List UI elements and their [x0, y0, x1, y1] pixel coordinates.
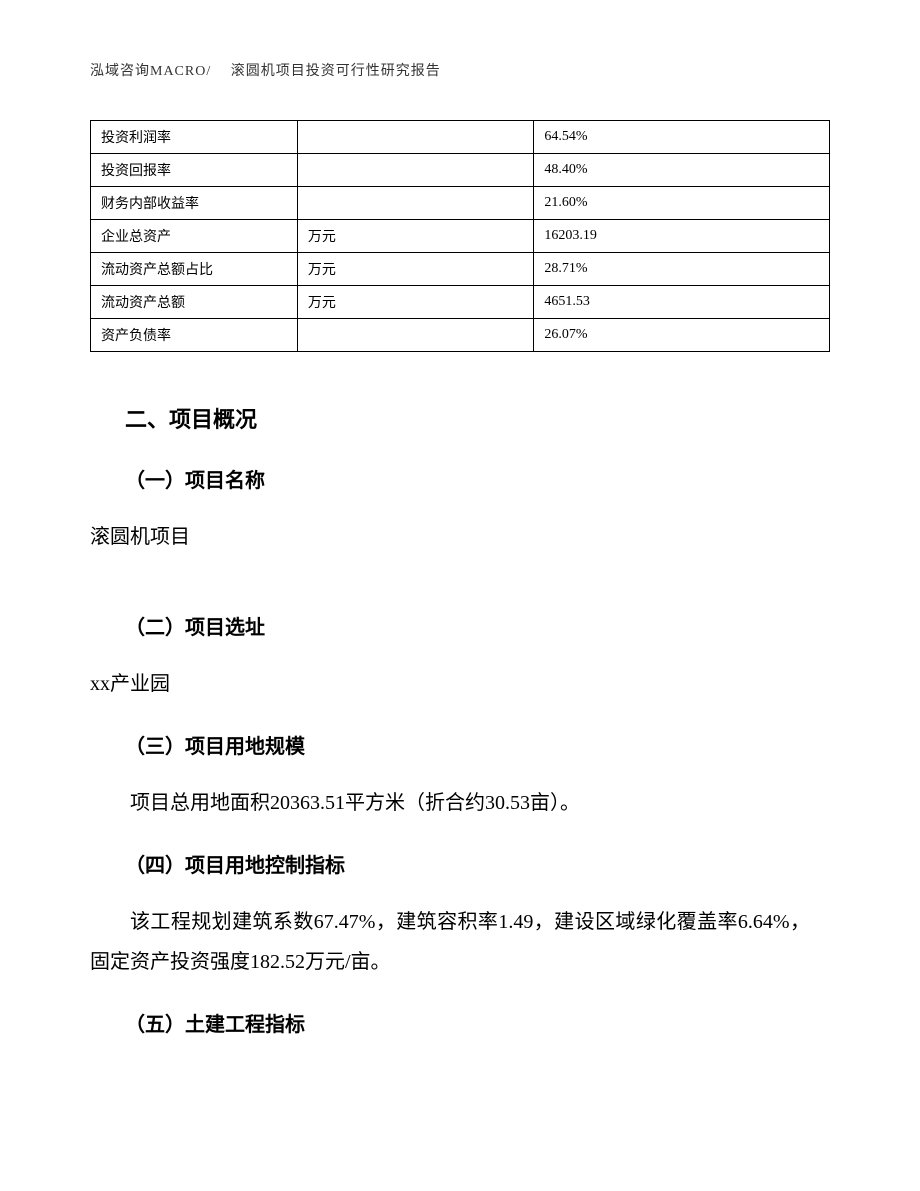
document-page: 泓域咨询MACRO/ 滚圆机项目投资可行性研究报告 投资利润率 64.54% 投… — [0, 0, 920, 1121]
subheading-land-scale: （三）项目用地规模 — [125, 730, 810, 759]
financial-indicators-table: 投资利润率 64.54% 投资回报率 48.40% 财务内部收益率 21.60%… — [90, 120, 830, 352]
table-cell-label: 资产负债率 — [91, 319, 298, 352]
table-cell-label: 投资利润率 — [91, 121, 298, 154]
table-cell-value: 64.54% — [534, 121, 830, 154]
table-row: 企业总资产 万元 16203.19 — [91, 220, 830, 253]
spacer — [125, 583, 810, 603]
table-cell-label: 投资回报率 — [91, 154, 298, 187]
subheading-project-name: （一）项目名称 — [125, 464, 810, 493]
body-project-name: 滚圆机项目 — [90, 517, 810, 557]
table-cell-unit — [297, 154, 533, 187]
table-cell-value: 28.71% — [534, 253, 830, 286]
table-cell-unit — [297, 187, 533, 220]
subheading-civil-engineering: （五）土建工程指标 — [125, 1008, 810, 1037]
section-title-overview: 二、项目概况 — [125, 402, 810, 434]
body-project-location: xx产业园 — [90, 664, 810, 704]
table-row: 流动资产总额 万元 4651.53 — [91, 286, 830, 319]
table-row: 资产负债率 26.07% — [91, 319, 830, 352]
body-land-control: 该工程规划建筑系数67.47%，建筑容积率1.49，建设区域绿化覆盖率6.64%… — [90, 902, 810, 982]
table-row: 流动资产总额占比 万元 28.71% — [91, 253, 830, 286]
table-cell-unit: 万元 — [297, 220, 533, 253]
table-cell-unit: 万元 — [297, 253, 533, 286]
subheading-land-control: （四）项目用地控制指标 — [125, 849, 810, 878]
table-cell-label: 流动资产总额 — [91, 286, 298, 319]
subheading-project-location: （二）项目选址 — [125, 611, 810, 640]
table-cell-value: 48.40% — [534, 154, 830, 187]
table-cell-value: 21.60% — [534, 187, 830, 220]
table-cell-unit — [297, 121, 533, 154]
table-cell-label: 企业总资产 — [91, 220, 298, 253]
document-content: 二、项目概况 （一）项目名称 滚圆机项目 （二）项目选址 xx产业园 （三）项目… — [90, 402, 830, 1037]
table-cell-label: 流动资产总额占比 — [91, 253, 298, 286]
table-cell-label: 财务内部收益率 — [91, 187, 298, 220]
body-land-scale: 项目总用地面积20363.51平方米（折合约30.53亩）。 — [90, 783, 810, 823]
table-row: 投资回报率 48.40% — [91, 154, 830, 187]
table-row: 投资利润率 64.54% — [91, 121, 830, 154]
table-cell-value: 16203.19 — [534, 220, 830, 253]
table-cell-value: 26.07% — [534, 319, 830, 352]
table-cell-value: 4651.53 — [534, 286, 830, 319]
table-cell-unit: 万元 — [297, 286, 533, 319]
table-row: 财务内部收益率 21.60% — [91, 187, 830, 220]
header-text: 泓域咨询MACRO/ 滚圆机项目投资可行性研究报告 — [90, 64, 441, 79]
page-header: 泓域咨询MACRO/ 滚圆机项目投资可行性研究报告 — [90, 60, 830, 80]
table-cell-unit — [297, 319, 533, 352]
